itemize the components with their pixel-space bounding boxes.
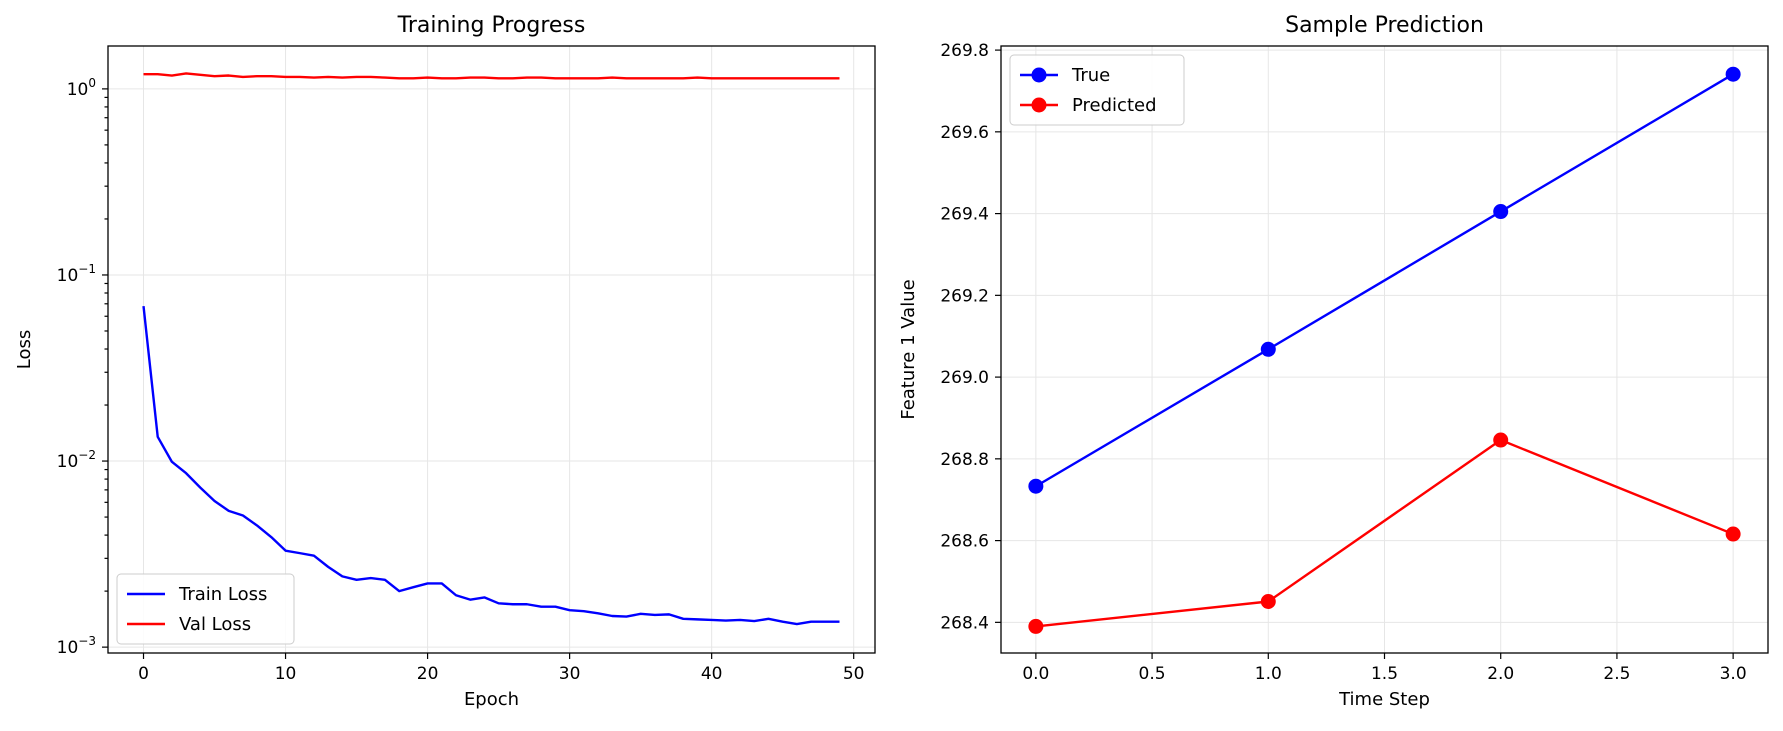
x-tick-label: 1.0: [1255, 664, 1282, 684]
data-point: [1493, 432, 1509, 448]
x-tick-label: 0.0: [1022, 664, 1049, 684]
data-point: [1725, 526, 1741, 542]
legend-label: Train Loss: [178, 584, 267, 605]
data-point: [1260, 593, 1276, 609]
y-tick-label: 268.6: [940, 532, 989, 552]
x-tick-label: 10: [275, 664, 297, 684]
plot-frame: [107, 45, 876, 654]
data-point: [1028, 618, 1044, 634]
x-tick-label: 2.5: [1603, 664, 1630, 684]
x-tick-label: 0.5: [1139, 664, 1166, 684]
y-tick-label: 269.4: [940, 205, 989, 225]
data-point: [1493, 204, 1509, 220]
y-tick-label: 268.8: [940, 450, 989, 470]
x-axis-label: Time Step: [1338, 689, 1430, 710]
y-tick-label: 269.6: [940, 123, 989, 143]
y-tick-label: 10−3: [57, 634, 96, 658]
y-axis-label: Loss: [14, 330, 35, 369]
legend-box: [116, 573, 295, 645]
x-tick-label: 3.0: [1720, 664, 1747, 684]
y-tick-label: 269.0: [940, 368, 989, 388]
y-tick-label: 269.2: [940, 286, 989, 306]
data-point: [1260, 341, 1276, 357]
x-tick-label: 1.5: [1371, 664, 1398, 684]
y-tick-label: 100: [67, 76, 96, 100]
x-tick-label: 20: [417, 664, 439, 684]
series-line-predicted: [1035, 438, 1734, 628]
legend-marker: [1031, 67, 1047, 83]
legend-label: Predicted: [1072, 95, 1157, 116]
legend-label: Val Loss: [179, 614, 251, 635]
x-tick-label: 0: [138, 664, 149, 684]
series-line-val-loss: [143, 72, 840, 80]
y-tick-label: 268.4: [940, 613, 989, 633]
x-tick-label: 30: [559, 664, 581, 684]
legend-label: True: [1071, 65, 1110, 86]
chart-title: Sample Prediction: [1285, 13, 1484, 38]
data-point: [1028, 478, 1044, 494]
legend: True Predicted: [1009, 54, 1185, 126]
legend-box: [1009, 54, 1185, 126]
y-tick-label: 10−1: [57, 262, 96, 286]
data-point: [1725, 66, 1741, 82]
x-tick-label: 2.0: [1487, 664, 1514, 684]
y-tick-label: 10−2: [57, 448, 96, 472]
y-axis-label: Feature 1 Value: [898, 279, 919, 419]
x-tick-label: 50: [843, 664, 865, 684]
training-progress-chart: 0 10 20 30 40 50 10−3 10−2 10−1 100 Training Progr…: [14, 13, 876, 710]
x-tick-label: 40: [701, 664, 723, 684]
legend: Train Loss Val Loss: [116, 573, 295, 645]
y-tick-label: 269.8: [940, 41, 989, 61]
series-line-train-loss: [142, 306, 840, 626]
legend-marker: [1031, 97, 1047, 113]
chart-title: Training Progress: [397, 13, 586, 38]
series-line-true: [1035, 73, 1734, 488]
sample-prediction-chart: 0.0 0.5 1.0 1.5 2.0 2.5 3.0 268.4 268.6 268.8 269.…: [898, 13, 1769, 710]
x-axis-label: Epoch: [464, 689, 519, 710]
